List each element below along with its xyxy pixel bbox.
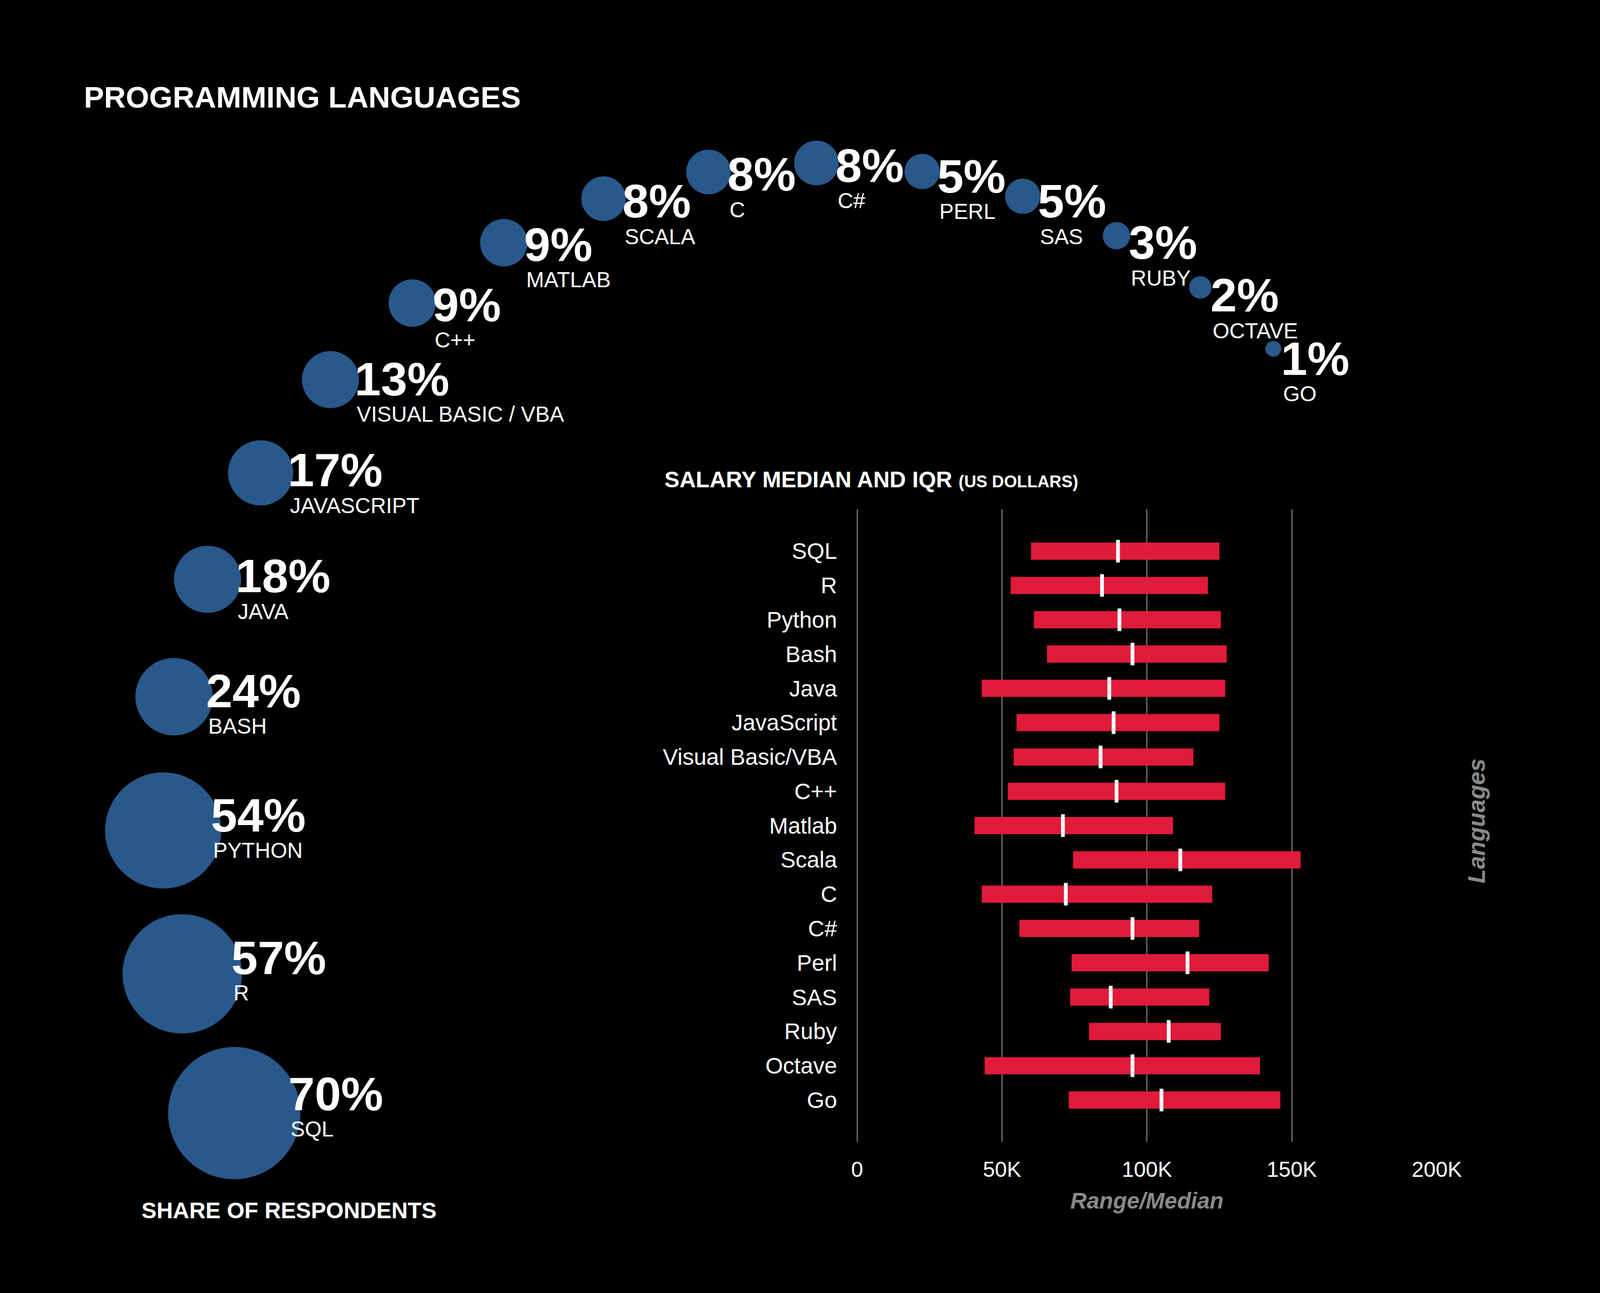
svg-text:1%: 1%: [1280, 331, 1350, 386]
svg-text:8%: 8%: [835, 138, 904, 193]
svg-text:SQL: SQL: [290, 1117, 334, 1142]
svg-text:Java: Java: [789, 676, 838, 702]
svg-text:C++: C++: [794, 779, 837, 805]
svg-text:SAS: SAS: [791, 985, 838, 1011]
svg-text:54%: 54%: [210, 788, 306, 842]
svg-text:9%: 9%: [432, 278, 501, 332]
svg-text:JavaScript: JavaScript: [731, 710, 838, 736]
svg-text:Bash: Bash: [785, 641, 838, 668]
svg-text:R: R: [820, 572, 837, 599]
svg-text:C: C: [729, 197, 746, 222]
svg-text:0: 0: [851, 1157, 863, 1182]
svg-text:Visual Basic/VBA: Visual Basic/VBA: [662, 744, 838, 770]
svg-text:2%: 2%: [1210, 268, 1279, 322]
svg-text:SAS: SAS: [1039, 224, 1083, 249]
svg-text:50K: 50K: [982, 1157, 1022, 1182]
svg-text:150K: 150K: [1266, 1157, 1318, 1182]
svg-text:C: C: [820, 881, 837, 908]
svg-text:Go: Go: [806, 1087, 838, 1114]
svg-text:JAVASCRIPT: JAVASCRIPT: [289, 493, 420, 518]
svg-text:9%: 9%: [524, 217, 593, 272]
svg-text:C#: C#: [837, 188, 866, 213]
svg-text:GO: GO: [1283, 381, 1317, 406]
svg-text:BASH: BASH: [208, 714, 267, 739]
svg-text:Ruby: Ruby: [784, 1018, 838, 1045]
svg-text:PROGRAMMING LANGUAGES: PROGRAMMING LANGUAGES: [83, 80, 521, 115]
svg-text:17%: 17%: [287, 443, 383, 497]
svg-text:RUBY: RUBY: [1130, 266, 1191, 290]
svg-text:OCTAVE: OCTAVE: [1212, 319, 1299, 343]
svg-text:SALARY MEDIAN AND IQR (US DOLL: SALARY MEDIAN AND IQR (US DOLLARS): [664, 466, 1079, 493]
svg-text:C++: C++: [434, 328, 476, 352]
svg-text:Matlab: Matlab: [769, 813, 838, 839]
svg-text:JAVA: JAVA: [237, 599, 289, 624]
svg-text:5%: 5%: [1037, 174, 1107, 228]
svg-text:5%: 5%: [937, 149, 1006, 203]
svg-text:Python: Python: [766, 607, 838, 633]
svg-text:8%: 8%: [727, 147, 796, 201]
svg-text:Octave: Octave: [765, 1053, 838, 1079]
svg-text:Scala: Scala: [780, 847, 838, 873]
svg-text:PYTHON: PYTHON: [213, 838, 303, 863]
svg-text:VISUAL BASIC / VBA: VISUAL BASIC / VBA: [356, 402, 565, 427]
svg-text:18%: 18%: [235, 549, 331, 603]
svg-text:Languages: Languages: [1463, 758, 1490, 884]
svg-text:70%: 70%: [288, 1067, 384, 1121]
svg-text:24%: 24%: [206, 664, 301, 718]
svg-text:57%: 57%: [231, 931, 327, 985]
svg-text:MATLAB: MATLAB: [526, 267, 611, 292]
svg-text:SCALA: SCALA: [624, 224, 696, 249]
svg-text:Perl: Perl: [796, 950, 838, 976]
svg-text:13%: 13%: [354, 352, 450, 406]
svg-text:Range/Median: Range/Median: [1070, 1188, 1224, 1214]
svg-text:SQL: SQL: [791, 538, 838, 564]
svg-text:SHARE OF RESPONDENTS: SHARE OF RESPONDENTS: [141, 1198, 437, 1224]
svg-text:R: R: [233, 981, 250, 1005]
svg-text:100K: 100K: [1121, 1157, 1173, 1182]
svg-text:C#: C#: [808, 916, 838, 942]
svg-text:3%: 3%: [1128, 215, 1198, 269]
svg-text:200K: 200K: [1411, 1157, 1463, 1182]
svg-text:8%: 8%: [622, 174, 691, 228]
svg-text:PERL: PERL: [939, 199, 996, 224]
